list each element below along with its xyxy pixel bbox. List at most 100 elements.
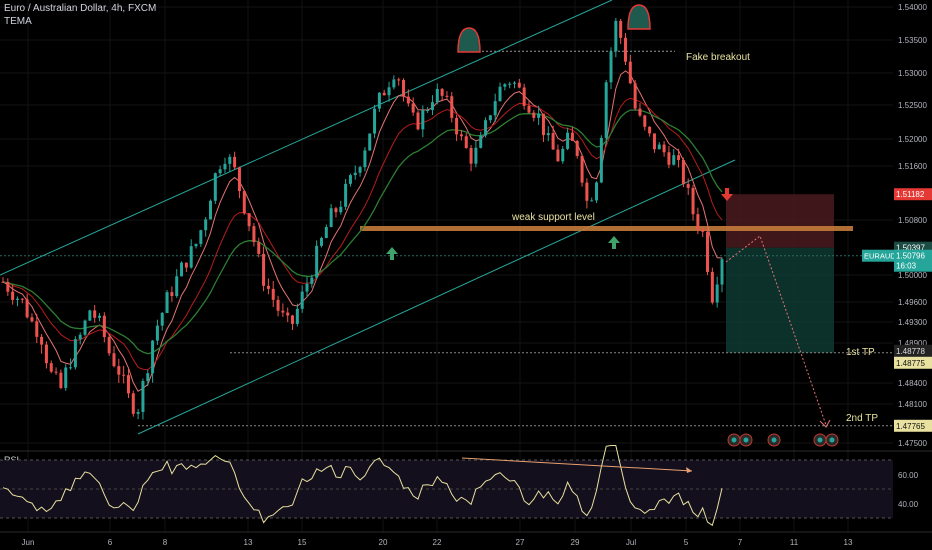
candle — [546, 126, 550, 142]
candle-body — [532, 112, 536, 118]
candle — [281, 303, 285, 317]
rsi-tick-40: 40.00 — [898, 500, 919, 509]
candle-body — [180, 262, 184, 277]
candle-body — [609, 51, 613, 83]
candle — [696, 207, 700, 235]
candle-body — [623, 37, 627, 62]
candle — [160, 311, 164, 331]
time-tick-label: 7 — [738, 538, 743, 547]
candle-body — [440, 88, 444, 96]
candle — [537, 105, 541, 125]
candle-body — [387, 87, 391, 96]
candle-body — [73, 339, 77, 368]
candle — [25, 293, 29, 319]
candle-body — [513, 82, 517, 84]
candle-body — [662, 144, 666, 153]
candle — [368, 133, 372, 151]
candle-body — [677, 155, 681, 160]
candle — [271, 281, 275, 307]
countdown-text: 16:03 — [896, 262, 917, 271]
candle-body — [286, 312, 290, 316]
candle — [585, 178, 589, 209]
candle-body — [30, 317, 34, 322]
candle-body — [54, 371, 58, 373]
candle-body — [324, 227, 328, 239]
support-touch-arrow-1 — [386, 247, 398, 260]
candle — [392, 75, 396, 90]
candle — [590, 197, 594, 202]
tp2-label: 2nd TP — [846, 413, 878, 424]
candle — [402, 78, 406, 102]
candle-body — [141, 381, 145, 413]
time-tick-label: 15 — [298, 538, 307, 547]
last-price-badge-text: 1.50796 — [896, 252, 925, 261]
candle-body — [672, 155, 676, 165]
candle-body — [35, 321, 39, 337]
candle — [126, 369, 130, 399]
candle-body — [295, 308, 299, 324]
candle-body — [561, 148, 565, 162]
candle — [479, 131, 483, 149]
candle — [513, 81, 517, 89]
candle — [633, 80, 637, 111]
rsi-tick-60: 60.00 — [898, 471, 919, 480]
candle — [180, 261, 184, 277]
candle — [204, 216, 208, 237]
price-tick-label: 1.47500 — [898, 439, 927, 448]
candle — [484, 117, 488, 138]
candle — [503, 83, 507, 91]
candle — [242, 190, 246, 215]
candle — [677, 148, 681, 168]
candle — [358, 165, 362, 177]
candle-body — [681, 159, 685, 185]
candle-body — [189, 246, 193, 268]
stop-level-badge-bg — [894, 188, 932, 201]
candle-body — [20, 298, 24, 300]
candle — [40, 334, 44, 354]
candle — [59, 369, 63, 390]
candle-body — [160, 312, 164, 326]
candle-body — [382, 92, 386, 96]
candle-body — [165, 292, 169, 313]
candle — [6, 278, 10, 296]
candle-body — [503, 84, 507, 87]
candle-body — [291, 315, 295, 324]
price-tick-label: 1.52500 — [898, 101, 927, 110]
candle — [233, 151, 237, 170]
candle — [701, 226, 705, 237]
event-icon-dot — [743, 437, 749, 443]
candle-body — [218, 169, 222, 174]
candle-body — [344, 183, 348, 207]
time-tick-label: 29 — [571, 538, 580, 547]
symbol-badge-bg — [862, 249, 894, 262]
symbol-badge-text: EURAUD — [864, 252, 896, 261]
candle — [464, 133, 468, 149]
candle-body — [599, 137, 603, 183]
candle-body — [122, 374, 126, 376]
candle-body — [281, 310, 285, 313]
candle-body — [556, 149, 560, 162]
candle — [295, 303, 299, 327]
event-icon — [739, 433, 753, 447]
candle — [604, 79, 608, 145]
candle-body — [131, 393, 135, 414]
candle-body — [469, 148, 473, 164]
candle-body — [223, 163, 227, 170]
candle-body — [430, 102, 434, 111]
candle — [397, 77, 401, 86]
time-tick-label: 20 — [379, 538, 388, 547]
candle-body — [300, 291, 304, 309]
price-tick-label: 1.53000 — [898, 69, 927, 78]
candle — [262, 246, 266, 292]
chart-title: Euro / Australian Dollar, 4h, FXCM — [4, 3, 157, 14]
candle — [566, 127, 570, 151]
candle-body — [580, 155, 584, 183]
candle-body — [377, 92, 381, 109]
candle — [363, 147, 367, 172]
candle-body — [426, 110, 430, 112]
candle — [488, 114, 492, 124]
candle-body — [358, 167, 362, 173]
candle-body — [614, 20, 618, 52]
candle-body — [541, 113, 545, 136]
candle — [377, 91, 381, 112]
